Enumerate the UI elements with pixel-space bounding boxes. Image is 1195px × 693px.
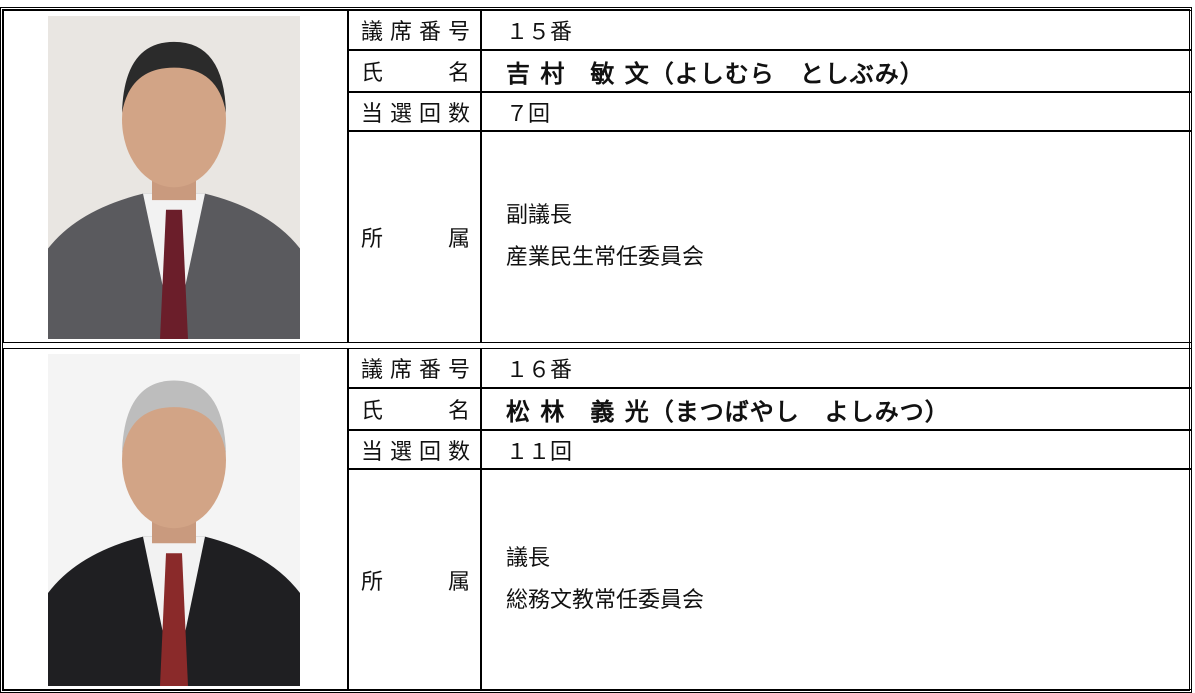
face <box>122 392 226 529</box>
field-label: 氏 名 <box>361 399 470 424</box>
field-label-cell: 議席番号 <box>348 10 481 50</box>
field-label-cell: 氏 名 <box>348 50 481 92</box>
field-label-cell: 当選回数 <box>348 92 481 131</box>
hair <box>122 380 226 454</box>
tie <box>160 553 188 686</box>
field-label: 当選回数 <box>361 439 470 465</box>
field-label-cell: 当選回数 <box>348 430 481 469</box>
field-label-cell: 氏 名 <box>348 388 481 430</box>
field-value-cell: １１回 <box>481 430 1192 469</box>
field-value-cell: 吉 村 敏 文（よしむら としぶみ） <box>481 50 1192 92</box>
field-label: 議席番号 <box>361 358 470 383</box>
field-label: 当選回数 <box>361 101 470 127</box>
member-photo <box>48 354 300 686</box>
field-label: 氏 名 <box>361 61 470 86</box>
member-name: 吉 村 敏 文（よしむら としぶみ） <box>506 59 925 88</box>
field-value-cell: 松 林 義 光（まつばやし よしみつ） <box>481 388 1192 430</box>
field-label: 議席番号 <box>361 20 470 45</box>
field-value: １１回 <box>506 439 573 465</box>
field-value: ７回 <box>506 101 551 127</box>
hair <box>122 41 226 113</box>
field-label-cell: 所 属 <box>348 469 481 690</box>
field-value: １５番 <box>506 20 573 45</box>
field-value-cell: １５番 <box>481 10 1192 50</box>
member-photo <box>48 16 300 339</box>
field-label: 所 属 <box>361 227 470 252</box>
face <box>122 51 226 188</box>
field-value: １６番 <box>506 358 573 383</box>
tie <box>160 209 188 339</box>
affiliation-line: 産業民生常任委員会 <box>506 245 705 270</box>
affiliation-line: 議長 <box>506 545 551 571</box>
field-label-cell: 所 属 <box>348 131 481 343</box>
field-label: 所 属 <box>361 569 470 595</box>
outer-frame <box>0 7 1192 693</box>
member-name: 松 林 義 光（まつばやし よしみつ） <box>506 397 950 426</box>
field-label-cell: 議席番号 <box>348 348 481 388</box>
photo-cell <box>3 348 348 690</box>
field-value-cell: 議長総務文教常任委員会 <box>481 469 1192 690</box>
field-value-cell: １６番 <box>481 348 1192 388</box>
photo-cell <box>3 10 348 343</box>
field-value-cell: ７回 <box>481 92 1192 131</box>
affiliation-line: 副議長 <box>506 203 573 228</box>
field-value-cell: 副議長産業民生常任委員会 <box>481 131 1192 343</box>
affiliation-line: 総務文教常任委員会 <box>506 587 705 613</box>
